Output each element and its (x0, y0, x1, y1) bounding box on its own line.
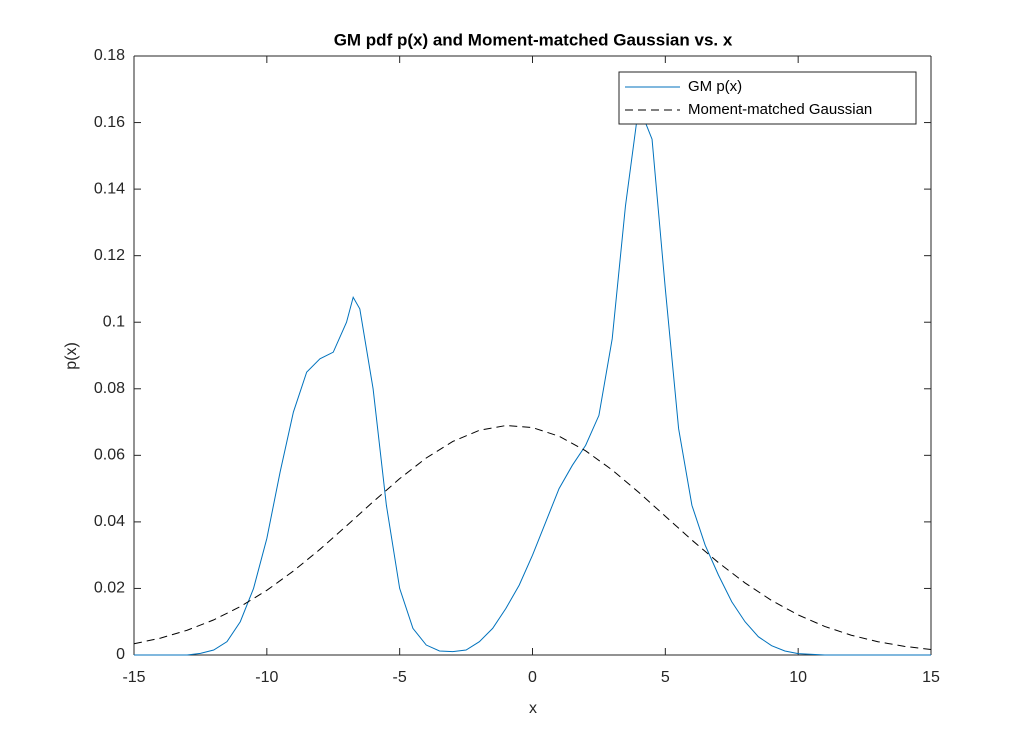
y-tick-label: 0.06 (94, 447, 125, 464)
y-tick-label: 0.02 (94, 580, 125, 597)
data-line (134, 103, 931, 656)
y-tick-label: 0.12 (94, 247, 125, 264)
y-tick-label: 0.1 (103, 313, 125, 330)
x-tick-label: -10 (255, 669, 278, 686)
y-axis-label: p(x) (63, 342, 80, 370)
y-tick-label: 0.08 (94, 380, 125, 397)
chart-title: GM pdf p(x) and Moment-matched Gaussian … (334, 30, 733, 49)
legend-label: Moment-matched Gaussian (688, 101, 872, 118)
x-tick-label: 0 (528, 669, 537, 686)
legend-box (618, 71, 917, 125)
y-tick-label: 0.04 (94, 513, 125, 530)
legend-label: GM p(x) (688, 78, 742, 95)
x-tick-label: -5 (393, 669, 407, 686)
x-tick-label: -15 (122, 669, 145, 686)
y-tick-label: 0.16 (94, 114, 125, 131)
x-tick-label: 15 (922, 669, 940, 686)
x-axis-label: x (529, 700, 537, 717)
x-tick-label: 10 (789, 669, 807, 686)
y-tick-label: 0.14 (94, 180, 125, 197)
y-tick-label: 0.18 (94, 47, 125, 64)
x-tick-label: 5 (661, 669, 670, 686)
y-tick-label: 0 (116, 646, 125, 663)
data-line (133, 425, 932, 651)
